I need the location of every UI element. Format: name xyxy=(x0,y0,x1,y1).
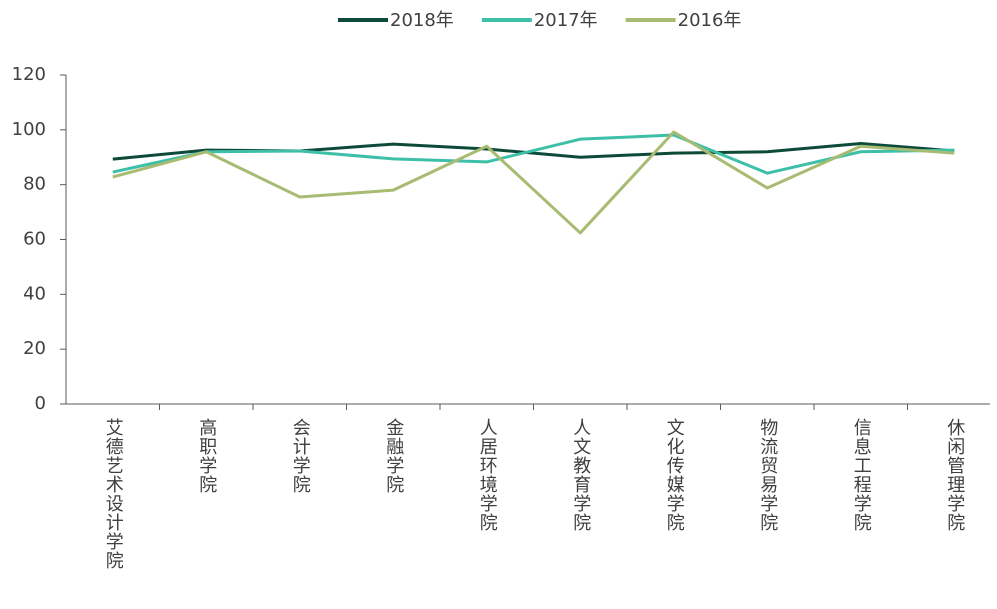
series-line xyxy=(112,133,955,175)
y-tick-label: 100 xyxy=(12,119,46,140)
x-tick-label: 人文教育学院 xyxy=(570,418,591,532)
legend-label: 2018年 xyxy=(390,10,454,31)
y-tick-label: 60 xyxy=(23,229,46,250)
y-tick-label: 40 xyxy=(23,283,46,304)
x-tick-label: 信息工程学院 xyxy=(851,418,872,532)
y-tick-label: 80 xyxy=(23,174,46,195)
legend-label: 2017年 xyxy=(534,10,598,31)
x-tick-label: 艾德艺术设计学院 xyxy=(103,418,124,570)
x-tick-label: 物流贸易学院 xyxy=(757,418,778,532)
series-line xyxy=(112,130,955,235)
x-tick-label: 人居环境学院 xyxy=(477,418,498,532)
x-tick-label: 金融学院 xyxy=(383,418,404,494)
y-tick-label: 0 xyxy=(35,393,46,414)
x-tick-label: 文化传媒学院 xyxy=(664,418,685,532)
y-tick-label: 20 xyxy=(23,338,46,359)
x-tick-label: 高职学院 xyxy=(196,418,217,494)
x-tick-label: 休闲管理学院 xyxy=(944,418,965,532)
y-tick-label: 120 xyxy=(12,64,46,85)
legend-label: 2016年 xyxy=(678,10,742,31)
x-tick-label: 会计学院 xyxy=(290,418,311,494)
